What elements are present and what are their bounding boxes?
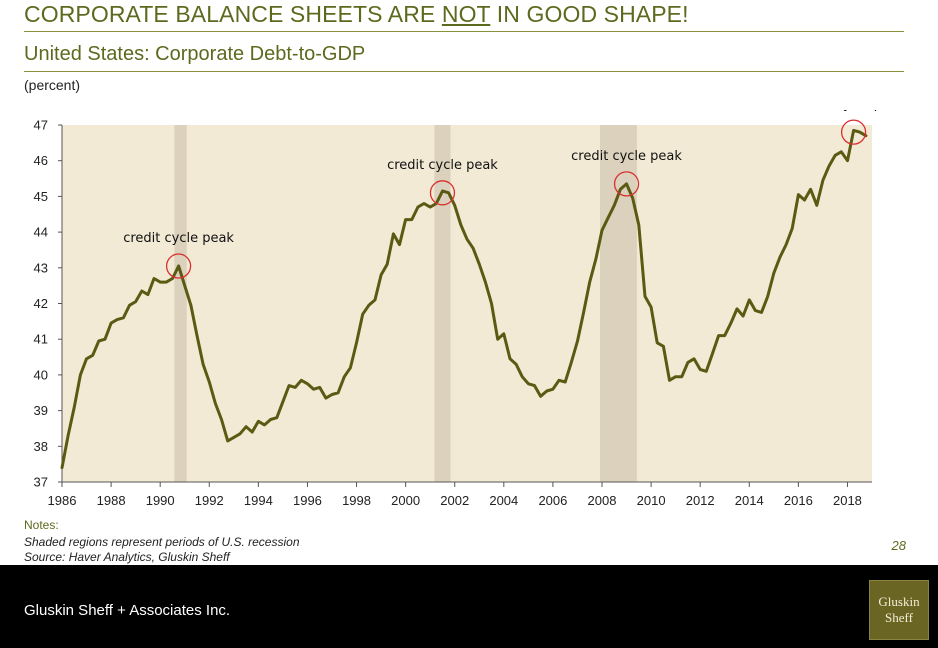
peak-marker-circle xyxy=(429,180,456,206)
x-tick-label: 2008 xyxy=(588,493,617,508)
x-tick-label: 1994 xyxy=(244,493,273,508)
page-number: 28 xyxy=(891,538,906,553)
x-tick-label: 1990 xyxy=(146,493,175,508)
recession-band xyxy=(600,125,637,482)
annotations: credit cycle peak credit cycle peak credit… xyxy=(123,110,913,279)
y-tick-label: 44 xyxy=(34,225,48,240)
x-tick-label: 2018 xyxy=(833,493,862,508)
footer-bar: Gluskin Sheff + Associates Inc. Gluskin … xyxy=(0,565,938,648)
x-tick-label: 2004 xyxy=(489,493,518,508)
x-tick-label: 2016 xyxy=(784,493,813,508)
source-note: Source: Haver Analytics, Gluskin Sheff xyxy=(24,550,230,564)
x-tick-label: 1992 xyxy=(195,493,224,508)
y-tick-label: 46 xyxy=(34,153,48,168)
peak-marker-circle xyxy=(165,253,192,279)
series-layer xyxy=(60,128,868,470)
slide-title-part-2: IN GOOD SHAPE! xyxy=(490,1,689,27)
peak-annotation-label: credit cycle peak xyxy=(387,158,498,173)
logo-line-1: Gluskin xyxy=(878,594,920,609)
y-tick-label: 37 xyxy=(34,475,48,490)
y-tick-label: 39 xyxy=(34,403,48,418)
y-tick-label: 40 xyxy=(34,367,48,382)
recession-band xyxy=(434,125,451,482)
x-tick-label: 1996 xyxy=(293,493,322,508)
y-tick-label: 43 xyxy=(34,260,48,275)
x-tick-label: 2010 xyxy=(637,493,666,508)
company-logo: Gluskin Sheff xyxy=(869,580,929,640)
debt-to-gdp-chart: 37 38 39 40 41 42 43 44 45 46 47 1986 1988 1990 1992 19… xyxy=(34,110,913,508)
x-tick-label: 2000 xyxy=(391,493,420,508)
subtitle-rule xyxy=(24,71,904,72)
recession-note: Shaded regions represent periods of U.S.… xyxy=(24,535,300,549)
peak-marker-circle xyxy=(613,171,640,197)
y-tick-label: 47 xyxy=(34,118,48,133)
x-tick-label: 1998 xyxy=(342,493,371,508)
y-tick-label: 38 xyxy=(34,439,48,454)
axes: 37 38 39 40 41 42 43 44 45 46 47 1986 1988 1990 1992 19… xyxy=(34,118,872,508)
peak-annotation-label: credit cycle peak xyxy=(123,231,234,246)
slide-title-emphasis: NOT xyxy=(441,1,491,27)
logo-line-2: Sheff xyxy=(885,610,913,625)
y-tick-label: 41 xyxy=(34,332,48,347)
x-tick-label: 1986 xyxy=(48,493,77,508)
plot-background xyxy=(62,125,872,482)
y-tick-label: 45 xyxy=(34,189,48,204)
notes-heading: Notes: xyxy=(24,518,59,532)
peak-annotation-label: credit cycle peak? xyxy=(795,110,913,112)
x-tick-label: 2012 xyxy=(686,493,715,508)
recession-band xyxy=(174,125,187,482)
unit-label: (percent) xyxy=(24,77,81,93)
footer-company-name: Gluskin Sheff + Associates Inc. xyxy=(24,602,231,619)
chart-subtitle: United States: Corporate Debt-to-GDP xyxy=(24,43,366,65)
x-tick-label: 2006 xyxy=(538,493,567,508)
y-tick-label: 42 xyxy=(34,296,48,311)
peak-marker-circle xyxy=(840,119,867,145)
title-rule xyxy=(24,31,904,32)
slide-title-part-1: CORPORATE BALANCE SHEETS ARE xyxy=(24,1,442,27)
peak-annotation-label: credit cycle peak xyxy=(571,149,682,164)
recession-bands xyxy=(174,125,637,482)
x-tick-label: 2014 xyxy=(735,493,764,508)
x-tick-label: 1988 xyxy=(97,493,126,508)
x-tick-label: 2002 xyxy=(440,493,469,508)
debt-to-gdp-line xyxy=(60,128,868,470)
slide-title: CORPORATE BALANCE SHEETS ARE NOT IN GOOD… xyxy=(24,1,689,28)
